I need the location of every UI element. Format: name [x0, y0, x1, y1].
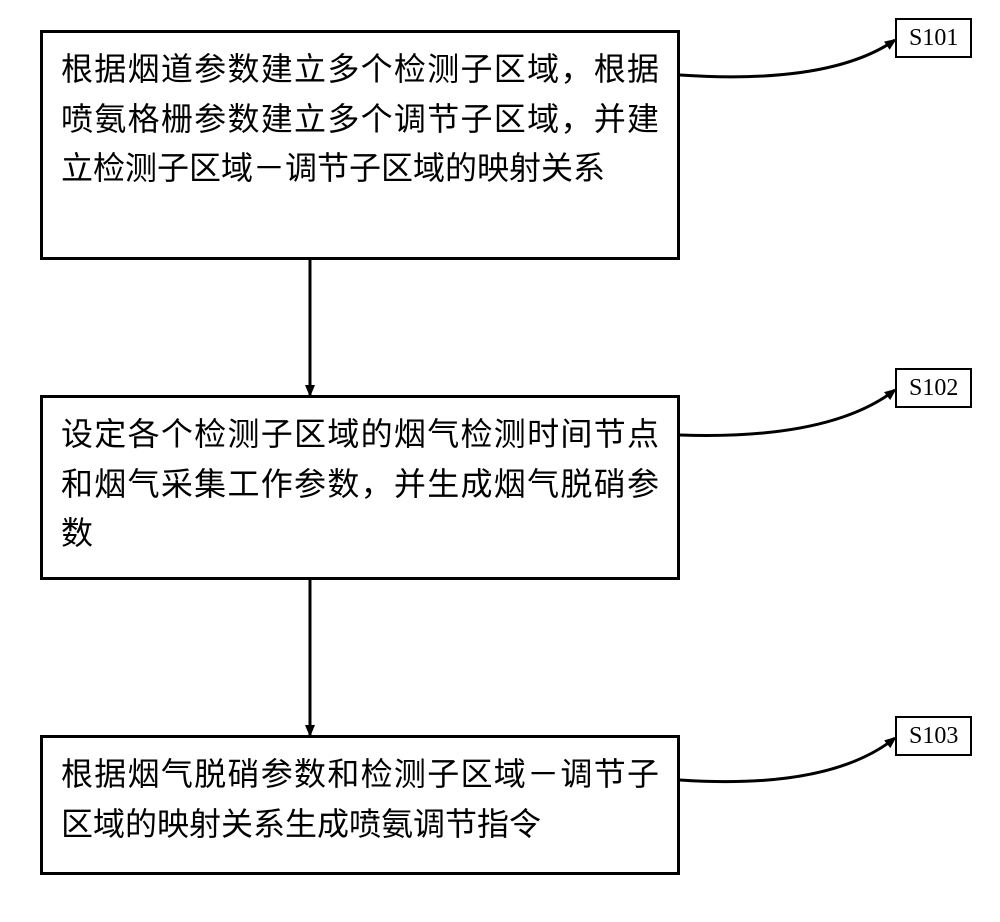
flowchart-canvas: 根据烟道参数建立多个检测子区域，根据喷氨格栅参数建立多个调节子区域，并建立检测子…: [0, 0, 1000, 922]
flow-node-text: 设定各个检测子区域的烟气检测时间节点和烟气采集工作参数，并生成烟气脱硝参数: [61, 416, 659, 551]
flow-node-text: 根据烟气脱硝参数和检测子区域－调节子区域的映射关系生成喷氨调节指令: [61, 756, 659, 842]
flow-node-step1: 根据烟道参数建立多个检测子区域，根据喷氨格栅参数建立多个调节子区域，并建立检测子…: [40, 30, 680, 260]
step-label-s103: S103: [895, 716, 972, 756]
step-label-s102: S102: [895, 368, 972, 408]
flow-node-step3: 根据烟气脱硝参数和检测子区域－调节子区域的映射关系生成喷氨调节指令: [40, 735, 680, 875]
flow-arrow: [680, 738, 895, 782]
flow-node-text: 根据烟道参数建立多个检测子区域，根据喷氨格栅参数建立多个调节子区域，并建立检测子…: [61, 51, 659, 186]
step-label-text: S102: [909, 375, 958, 401]
step-label-text: S101: [909, 25, 958, 51]
step-label-s101: S101: [895, 18, 972, 58]
flow-node-step2: 设定各个检测子区域的烟气检测时间节点和烟气采集工作参数，并生成烟气脱硝参数: [40, 395, 680, 580]
flow-arrow: [680, 40, 895, 77]
flow-arrow: [680, 390, 895, 435]
step-label-text: S103: [909, 723, 958, 749]
